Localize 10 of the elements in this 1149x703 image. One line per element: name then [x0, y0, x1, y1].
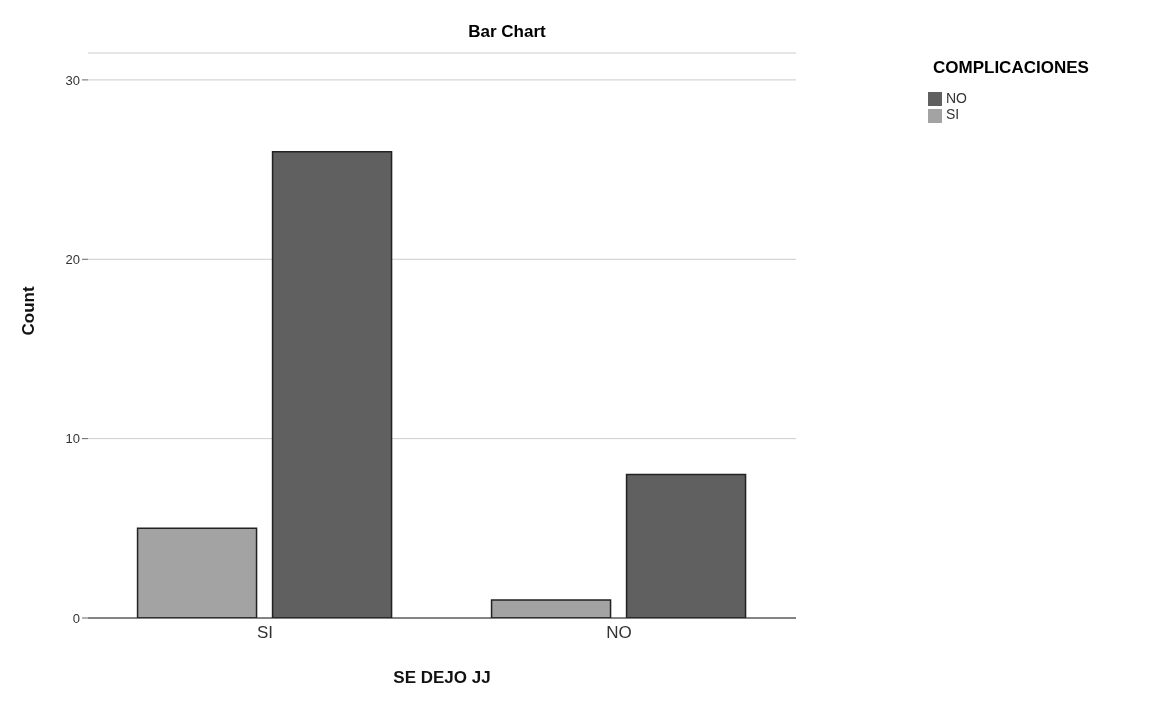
legend-title: COMPLICACIONES [933, 58, 1089, 78]
legend-label: NO [946, 90, 967, 106]
y-tick-label: 20 [65, 251, 80, 267]
y-tick-label: 10 [65, 431, 80, 447]
chart-title: Bar Chart [467, 22, 547, 42]
x-axis-title: SE DEJO JJ [393, 668, 491, 687]
y-axis-title: Count [19, 286, 39, 336]
legend-label: SI [946, 106, 960, 123]
y-tick-label: 0 [72, 610, 80, 626]
y-tick-label: 30 [65, 72, 80, 88]
